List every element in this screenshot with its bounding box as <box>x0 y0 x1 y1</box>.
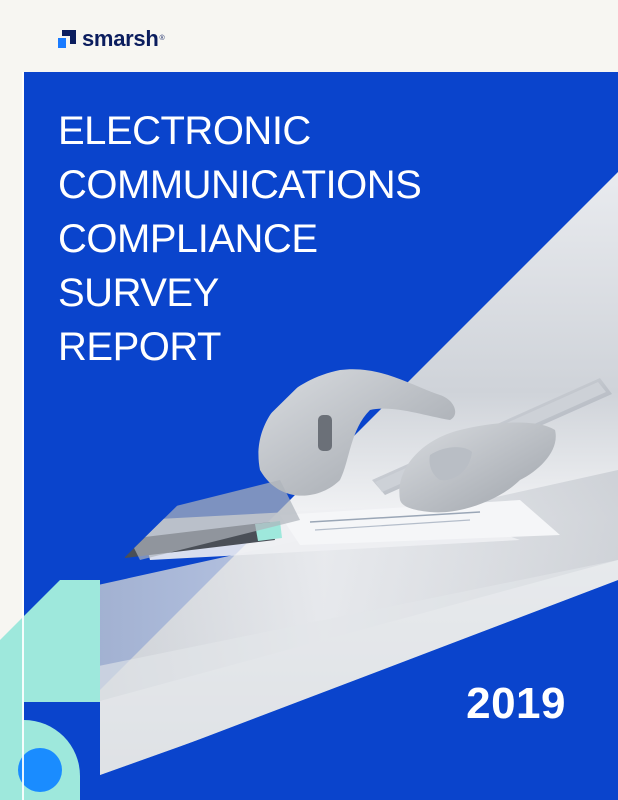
header: smarsh ® <box>0 0 618 72</box>
title-line: ELECTRONIC <box>58 109 311 153</box>
photo-hands-phone <box>30 172 618 800</box>
brand-name: smarsh <box>82 26 159 51</box>
circle-shape <box>18 748 62 792</box>
smarsh-logo-icon <box>58 30 76 48</box>
title-line: COMPLIANCE <box>58 217 318 261</box>
smarsh-logo[interactable]: smarsh ® <box>58 28 165 50</box>
title-line: SURVEY <box>58 271 219 315</box>
report-title: ELECTRONIC COMMUNICATIONS COMPLIANCE SUR… <box>58 104 422 374</box>
title-line: REPORT <box>58 325 221 369</box>
report-year: 2019 <box>466 679 566 728</box>
title-line: COMMUNICATIONS <box>58 163 422 207</box>
registered-mark: ® <box>159 35 165 42</box>
left-border-line <box>22 72 24 800</box>
